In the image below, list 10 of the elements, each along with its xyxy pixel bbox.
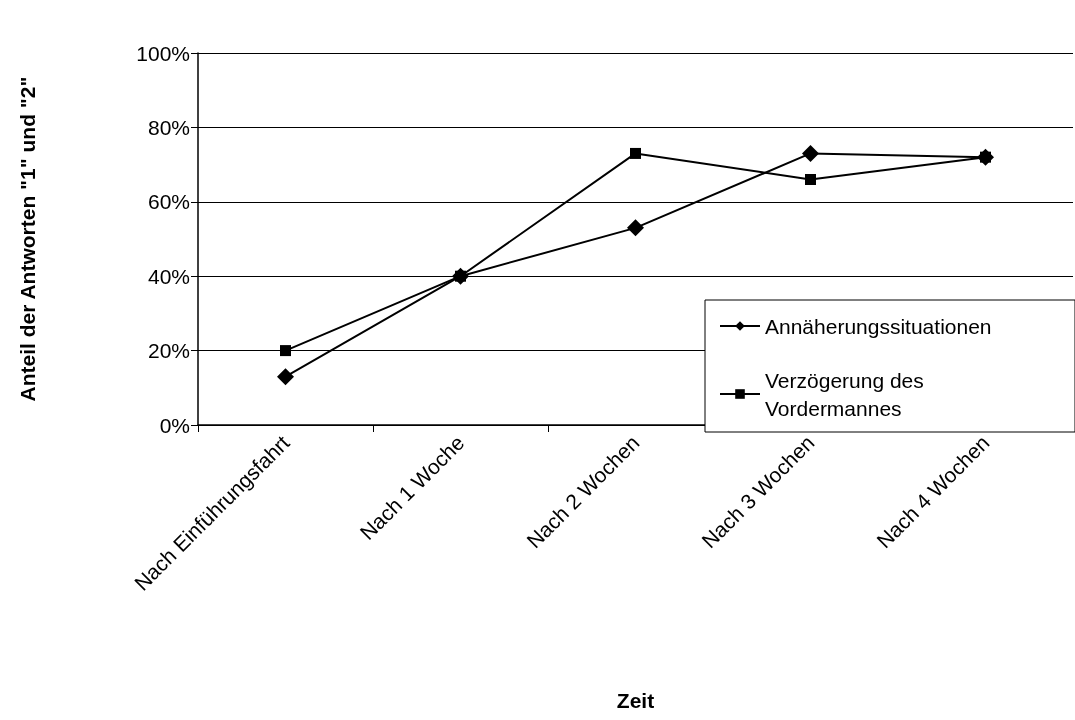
y-tick-label: 40% bbox=[147, 264, 190, 288]
y-tick-label: 20% bbox=[147, 339, 190, 363]
y-tick-label: 100% bbox=[136, 41, 190, 65]
y-tick-label: 60% bbox=[147, 190, 190, 214]
x-axis-title: Zeit bbox=[616, 689, 655, 712]
y-tick-label: 80% bbox=[147, 115, 190, 139]
y-axis-title: Anteil der Antworten "1" und "2" bbox=[16, 76, 39, 402]
legend-label: Verzögerung des Vordermannes bbox=[765, 368, 930, 420]
y-tick-label: 0% bbox=[159, 413, 190, 437]
legend-label: Annäherungssituationen bbox=[765, 314, 992, 338]
